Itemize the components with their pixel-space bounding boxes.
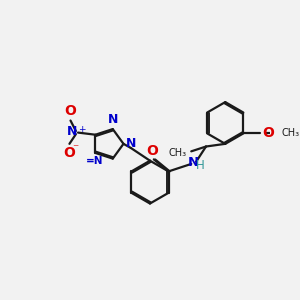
Text: CH₃: CH₃	[281, 128, 299, 138]
Text: N: N	[188, 156, 199, 169]
Text: ⁻: ⁻	[72, 142, 79, 155]
Text: =N: =N	[85, 156, 103, 166]
Text: O: O	[63, 146, 75, 160]
Text: N: N	[108, 113, 119, 126]
Text: N: N	[126, 137, 136, 150]
Text: O: O	[64, 104, 76, 118]
Text: O: O	[262, 126, 274, 140]
Text: CH₃: CH₃	[168, 148, 187, 158]
Text: O: O	[146, 144, 158, 158]
Text: +: +	[78, 125, 85, 134]
Text: H: H	[196, 159, 204, 172]
Text: N: N	[67, 125, 77, 138]
